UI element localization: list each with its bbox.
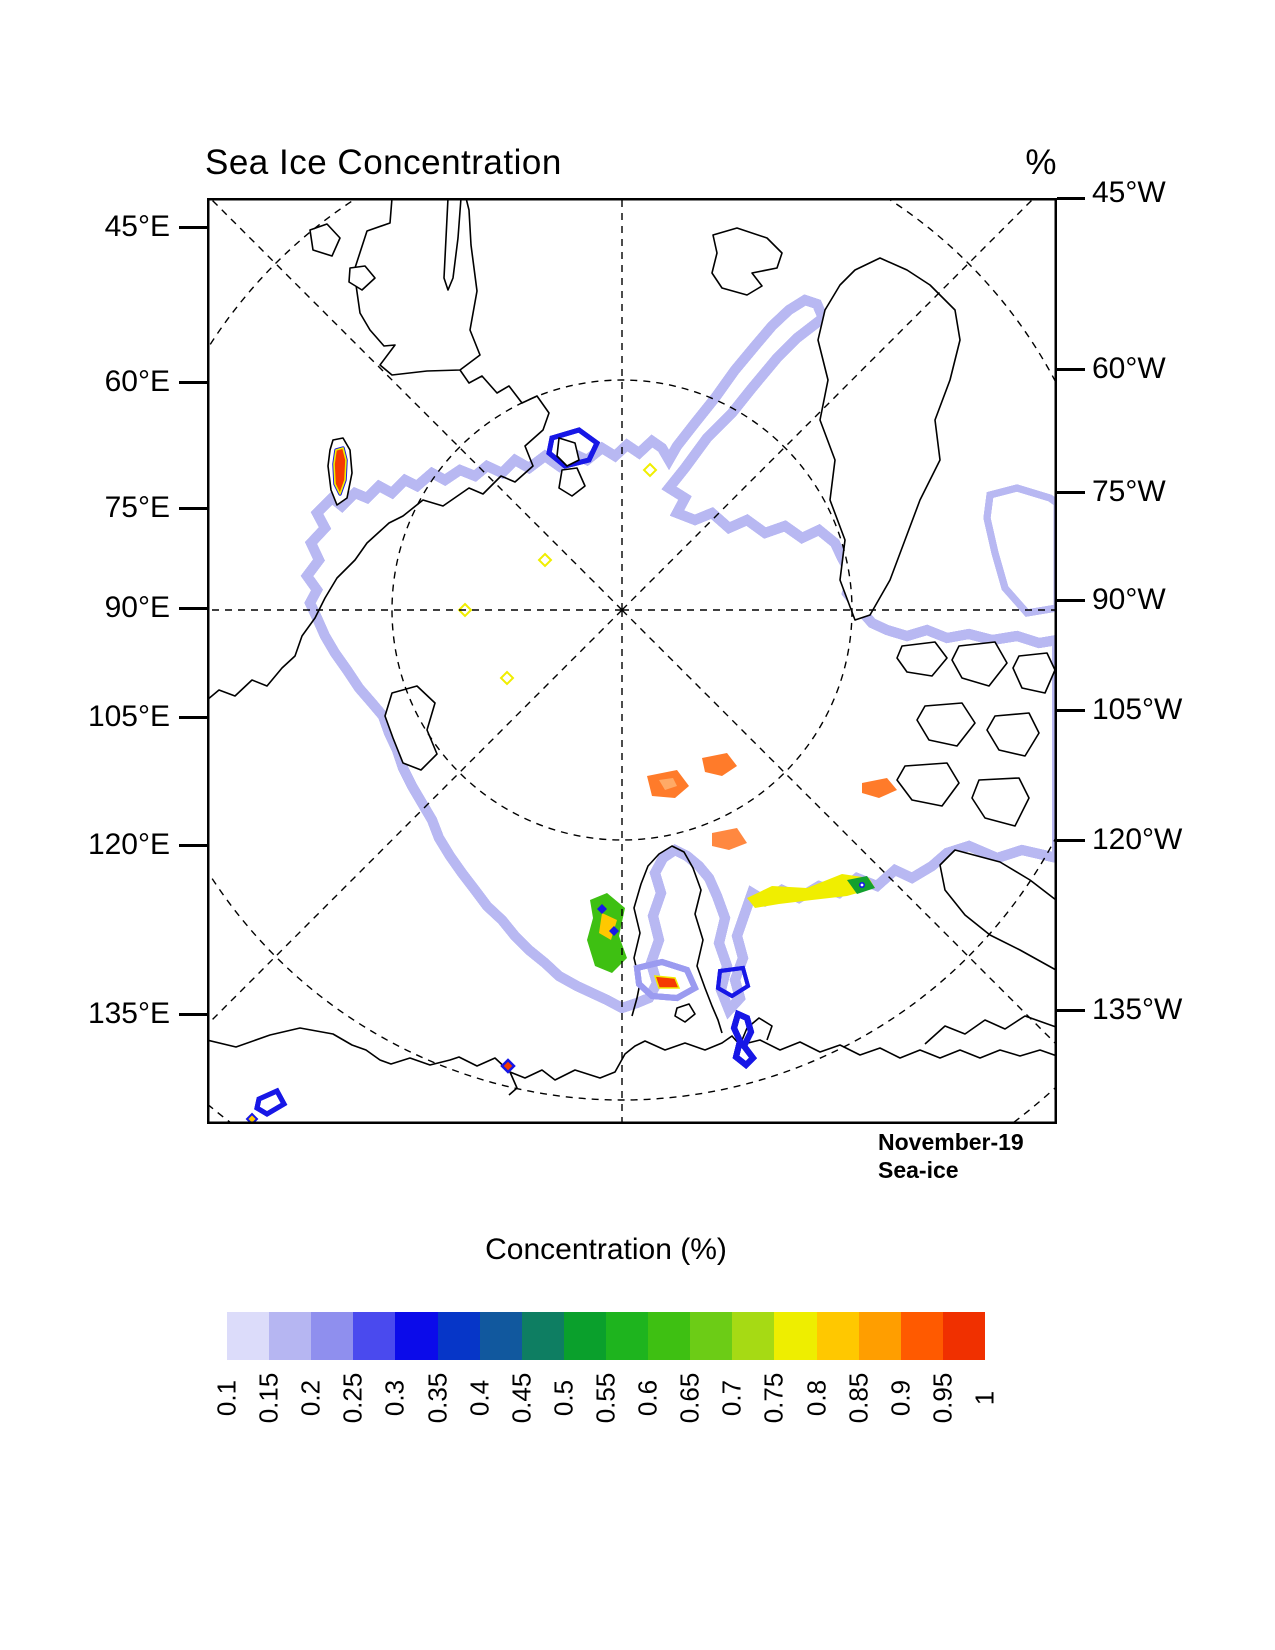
left-axis-label: 90°E — [104, 591, 170, 624]
left-axis-label: 75°E — [104, 491, 170, 524]
right-axis-label: 45°W — [1092, 176, 1166, 209]
marginal-ice-band — [747, 874, 875, 908]
axis-tick — [1057, 599, 1085, 602]
axis-tick — [1057, 197, 1085, 200]
axis-tick — [1057, 839, 1085, 842]
colorbar-cell — [395, 1312, 438, 1360]
left-axis-label: 120°E — [87, 828, 170, 861]
arctic-sea-ice-map — [207, 198, 1057, 1124]
axis-tick — [179, 507, 207, 510]
colorbar-cell — [900, 1312, 943, 1360]
axis-tick — [1057, 368, 1085, 371]
coastal-ice-slivers — [245, 958, 757, 1124]
colorbar-cell — [858, 1312, 901, 1360]
colorbar-cell — [605, 1312, 649, 1360]
axis-tick — [179, 381, 207, 384]
axis-tick — [1057, 1009, 1085, 1012]
colorbar-title: Concentration (%) — [485, 1233, 727, 1266]
colorbar-cell — [690, 1312, 733, 1360]
colorbar-cell — [353, 1312, 396, 1360]
axis-tick — [1057, 491, 1085, 494]
units-label: % — [1025, 143, 1057, 182]
left-axis-label: 135°E — [87, 997, 170, 1030]
colorbar-cell — [437, 1312, 480, 1360]
left-axis-label: 60°E — [104, 365, 170, 398]
axis-tick — [179, 226, 207, 229]
date-annotation: November-19 Sea-ice — [878, 1128, 1024, 1184]
left-axis-label: 45°E — [104, 210, 170, 243]
date-annotation-line2: Sea-ice — [878, 1157, 959, 1183]
axis-tick — [1057, 709, 1085, 712]
axis-tick — [179, 716, 207, 719]
date-annotation-line1: November-19 — [878, 1129, 1024, 1155]
colorbar-cell — [521, 1312, 564, 1360]
colorbar-cell — [816, 1312, 859, 1360]
colorbar — [227, 1312, 985, 1360]
left-axis-label: 105°E — [87, 700, 170, 733]
colorbar-cell — [563, 1312, 606, 1360]
right-axis-label: 135°W — [1092, 993, 1183, 1026]
colorbar-cell — [311, 1312, 354, 1360]
graticule — [207, 198, 1057, 1124]
map-frame — [207, 198, 1057, 1124]
coastlines — [207, 198, 1057, 1124]
axis-tick — [179, 1013, 207, 1016]
right-axis-label: 90°W — [1092, 583, 1166, 616]
colorbar-cell — [479, 1312, 522, 1360]
sea-ice-pack — [300, 294, 1057, 1020]
right-axis-label: 120°W — [1092, 823, 1183, 856]
colorbar-tick-label: 1 — [969, 1390, 1000, 1406]
colorbar-cell — [942, 1312, 985, 1360]
colorbar-cell — [648, 1312, 691, 1360]
colorbar-cell — [269, 1312, 312, 1360]
right-axis-label: 75°W — [1092, 475, 1166, 508]
right-axis-label: 105°W — [1092, 693, 1183, 726]
colorbar-cell — [732, 1312, 775, 1360]
axis-tick — [179, 607, 207, 610]
colorbar-cell — [227, 1312, 270, 1360]
right-axis-label: 60°W — [1092, 352, 1166, 385]
axis-tick — [179, 844, 207, 847]
colorbar-cell — [774, 1312, 817, 1360]
page-title: Sea Ice Concentration — [205, 143, 562, 182]
